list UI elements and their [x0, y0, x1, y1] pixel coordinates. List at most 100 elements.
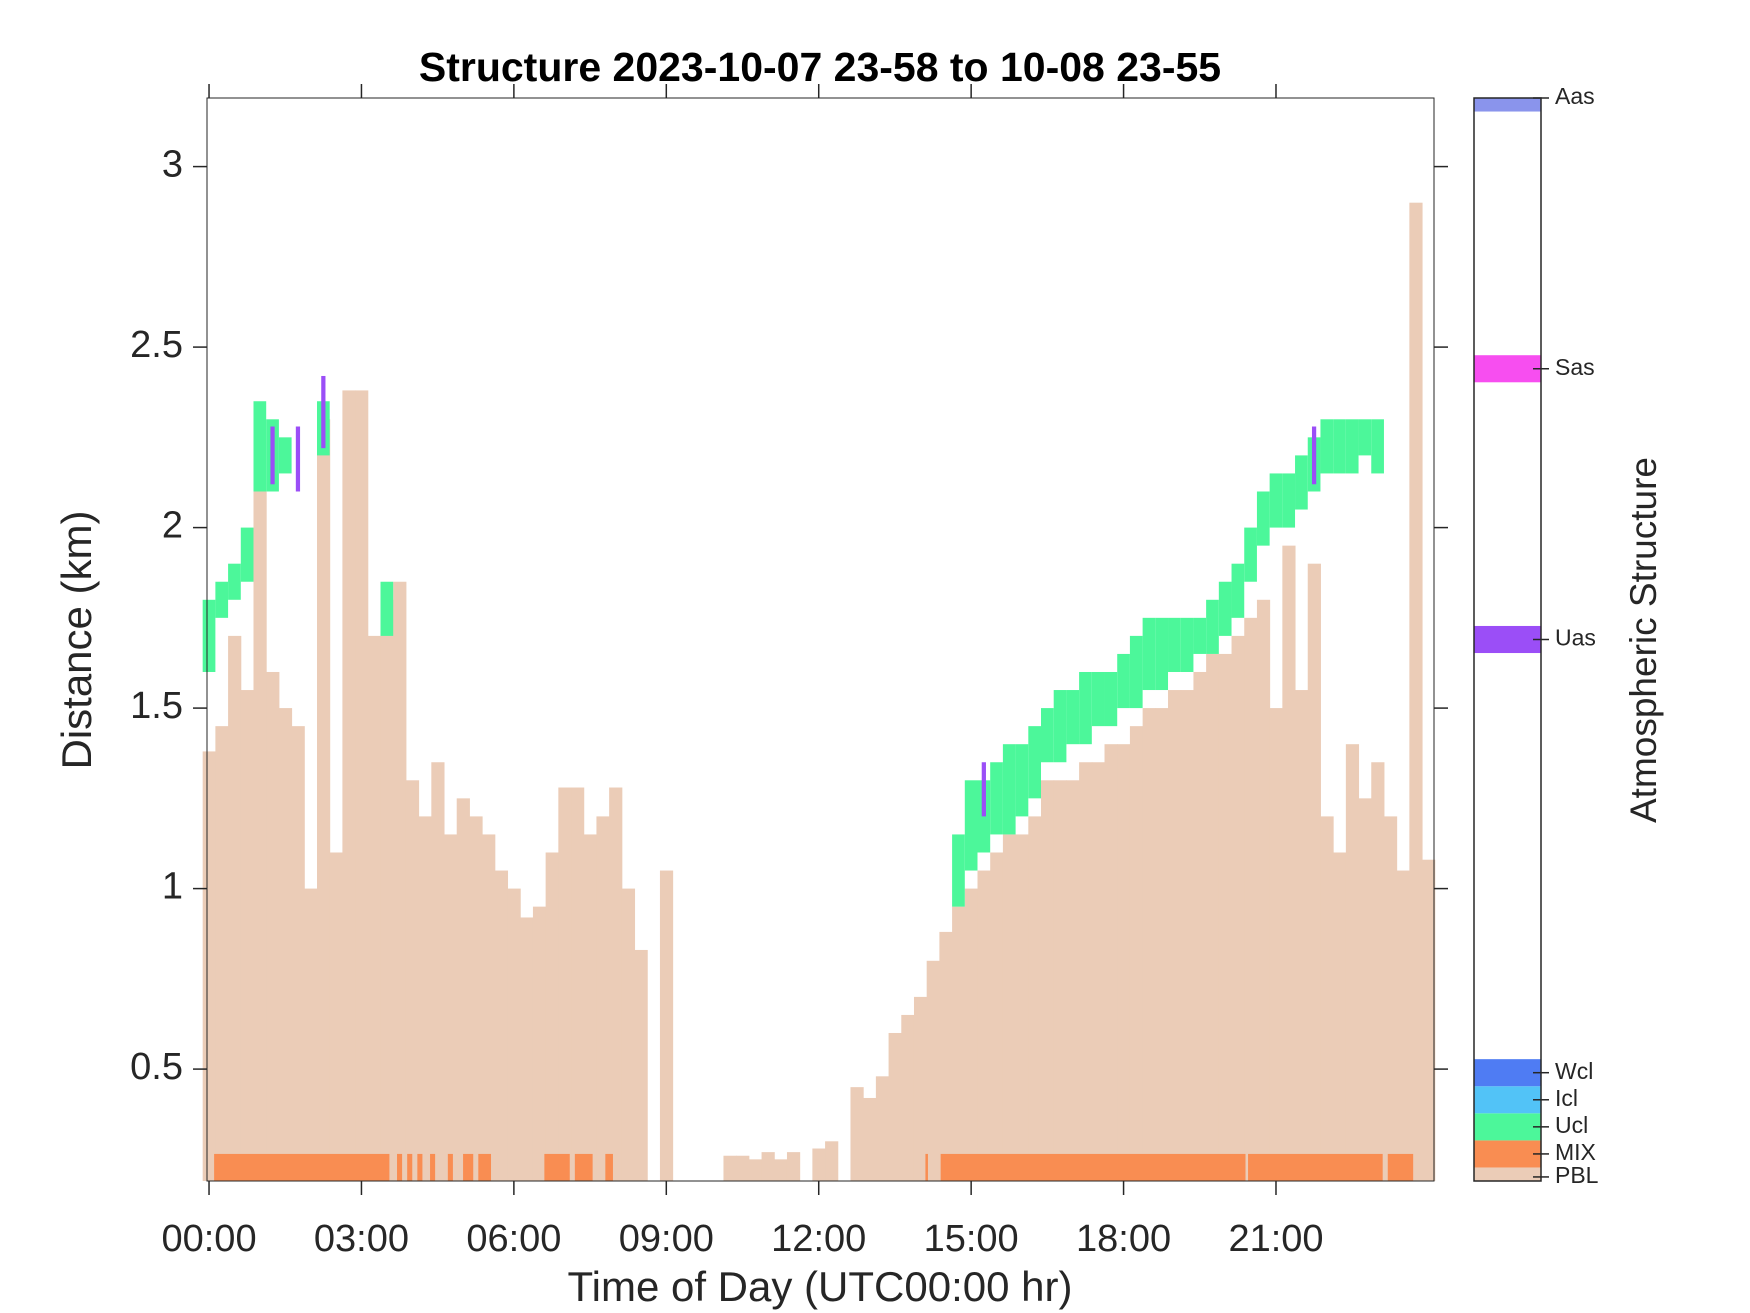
pbl-bar [1307, 563, 1321, 1181]
pbl-bar [596, 816, 610, 1181]
x-tick-label: 18:00 [1076, 1218, 1171, 1260]
pbl-bar [1295, 690, 1309, 1181]
pbl-bar [875, 1076, 890, 1181]
layer-bar [278, 437, 292, 474]
y-tick-label: 2.5 [130, 324, 183, 366]
pbl-bar [355, 390, 369, 1181]
layer-bar [1091, 671, 1105, 727]
colorbar-swatch [1474, 1113, 1541, 1141]
pbl-bar [393, 581, 407, 1181]
pbl-bar [1104, 744, 1118, 1181]
pbl-bar [901, 1014, 915, 1181]
pbl-bar [520, 917, 534, 1181]
layer-bar [981, 762, 986, 817]
y-axis-label: Distance (km) [53, 510, 100, 769]
pbl-bar [1142, 708, 1156, 1181]
pbl-bar [850, 1087, 864, 1181]
pbl-bar [558, 787, 572, 1181]
pbl-bar [786, 1152, 801, 1181]
pbl-bar [1422, 859, 1436, 1181]
pbl-bar [1129, 726, 1144, 1181]
pbl-bar [1218, 653, 1233, 1181]
layer-bar [1104, 671, 1118, 727]
colorbar-swatch [1474, 1163, 1541, 1181]
layer-bar [1079, 671, 1092, 745]
pbl-bar [609, 787, 623, 1181]
layer-bar [321, 375, 326, 449]
pbl-bar [469, 816, 483, 1181]
pbl-bar [1244, 617, 1258, 1181]
mix-bar [574, 1153, 593, 1181]
pbl-bar [977, 870, 991, 1181]
pbl-bar [1383, 816, 1398, 1181]
x-tick-label: 06:00 [466, 1218, 561, 1260]
pbl-bar [418, 816, 432, 1181]
mix-bar [925, 1153, 928, 1181]
pbl-bar [736, 1155, 750, 1181]
pbl-bar [304, 888, 318, 1181]
pbl-bar [1015, 834, 1029, 1181]
layer-bar [1282, 473, 1296, 528]
layer-bar [1180, 617, 1194, 672]
pbl-bar [1396, 870, 1410, 1181]
pbl-bar [253, 491, 267, 1181]
pbl-bar [1053, 780, 1067, 1181]
pbl-bar [1345, 744, 1360, 1181]
colorbar-swatch [1474, 1059, 1541, 1087]
mix-bar [463, 1153, 474, 1181]
colorbar-label: Icl [1555, 1085, 1578, 1111]
pbl-bar [583, 834, 597, 1181]
pbl-bar [482, 834, 496, 1181]
colorbar-label: Uas [1555, 625, 1596, 651]
pbl-bar [774, 1159, 788, 1181]
pbl-bar [1117, 744, 1131, 1181]
layer-bar [1244, 527, 1257, 582]
y-tick-label: 1 [162, 866, 183, 908]
layer-bar [1117, 653, 1130, 709]
pbl-bar [659, 870, 674, 1181]
layer-bar [1345, 419, 1359, 474]
layer-bar [253, 401, 267, 492]
pbl-bar [215, 726, 229, 1181]
colorbar-swatch [1474, 98, 1541, 112]
colorbar-label: Wcl [1555, 1058, 1593, 1084]
y-tick-label: 3 [162, 144, 183, 186]
pbl-bar [1320, 816, 1334, 1181]
pbl-bar [545, 852, 559, 1181]
mix-bar [1387, 1153, 1414, 1181]
pbl-bar [1002, 834, 1017, 1181]
mix-bar [1248, 1153, 1383, 1181]
layer-bar [1358, 419, 1372, 456]
pbl-bar [202, 751, 216, 1181]
layer-bar [964, 780, 978, 871]
x-axis-label: Time of Day (UTC00:00 hr) [568, 1263, 1073, 1310]
colorbar-label: MIX [1555, 1139, 1596, 1165]
layer-bar [240, 527, 254, 582]
mix-bar [214, 1153, 390, 1181]
colorbar-swatch [1474, 355, 1541, 383]
pbl-bar [532, 906, 547, 1181]
mix-bar [940, 1153, 1246, 1181]
pbl-bar [367, 635, 382, 1181]
layer-bar [1193, 617, 1207, 654]
layer-bar [1053, 690, 1067, 763]
mix-bar [544, 1153, 570, 1181]
pbl-bar [1155, 708, 1169, 1181]
layer-bar [1066, 690, 1080, 745]
colorbar-swatch [1474, 1140, 1541, 1168]
pbl-bar [316, 419, 331, 1181]
colorbar-label: Ucl [1555, 1112, 1588, 1138]
x-tick-label: 12:00 [771, 1218, 866, 1260]
colorbar-label: Sas [1555, 354, 1595, 380]
layer-bar [1168, 617, 1181, 672]
pbl-bar [863, 1097, 877, 1181]
pbl-bar [444, 834, 458, 1181]
layer-bar [295, 426, 301, 492]
pbl-bar [1091, 762, 1106, 1181]
colorbar-label: PBL [1555, 1162, 1599, 1188]
pbl-bar [1371, 762, 1385, 1181]
mix-bar [397, 1153, 403, 1181]
pbl-bar [240, 690, 254, 1181]
mix-bar [430, 1153, 436, 1181]
pbl-bar [723, 1155, 737, 1181]
